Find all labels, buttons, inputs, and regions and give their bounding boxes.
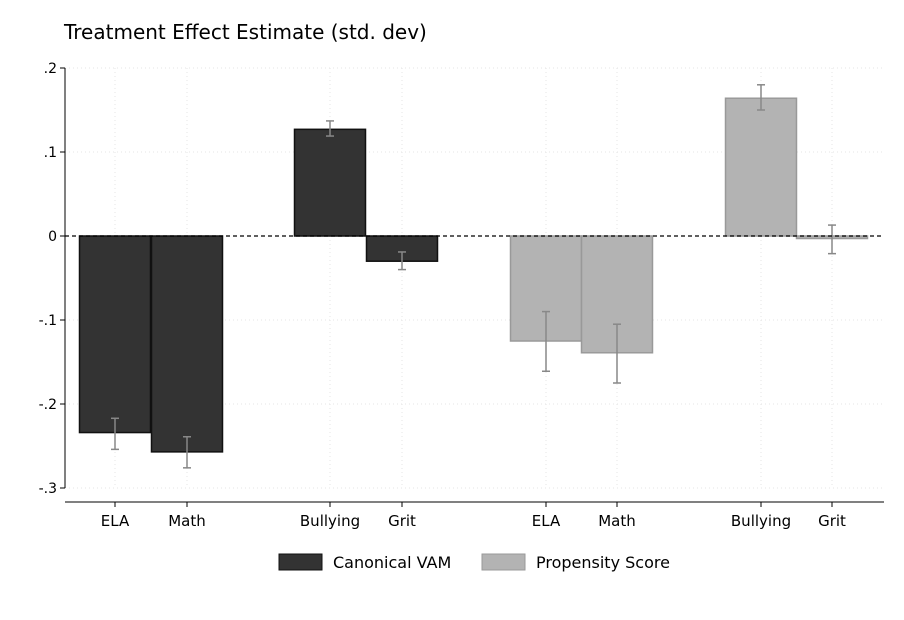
bar <box>724 97 798 237</box>
x-tick-label: ELA <box>532 512 561 530</box>
legend-label: Canonical VAM <box>333 553 451 572</box>
x-tick-label: Grit <box>388 512 416 530</box>
x-tick-label: Bullying <box>731 512 791 530</box>
bar <box>150 235 224 453</box>
legend-label: Propensity Score <box>536 553 670 572</box>
y-tick-label: -.1 <box>39 313 57 329</box>
x-tick-label: Math <box>168 512 206 530</box>
y-tick-label: -.2 <box>39 397 57 413</box>
bar <box>78 235 152 434</box>
y-tick-label: .2 <box>44 61 57 77</box>
x-tick-label: Grit <box>818 512 846 530</box>
y-tick-label: 0 <box>48 229 57 245</box>
legend-swatch <box>278 553 323 571</box>
y-tick-label: -.3 <box>39 481 57 497</box>
chart-title: Treatment Effect Estimate (std. dev) <box>63 20 427 44</box>
legend-swatch <box>481 553 526 571</box>
x-tick-label: ELA <box>101 512 130 530</box>
x-tick-label: Bullying <box>300 512 360 530</box>
y-tick-label: .1 <box>44 145 57 161</box>
bar <box>293 128 367 237</box>
x-tick-label: Math <box>598 512 636 530</box>
